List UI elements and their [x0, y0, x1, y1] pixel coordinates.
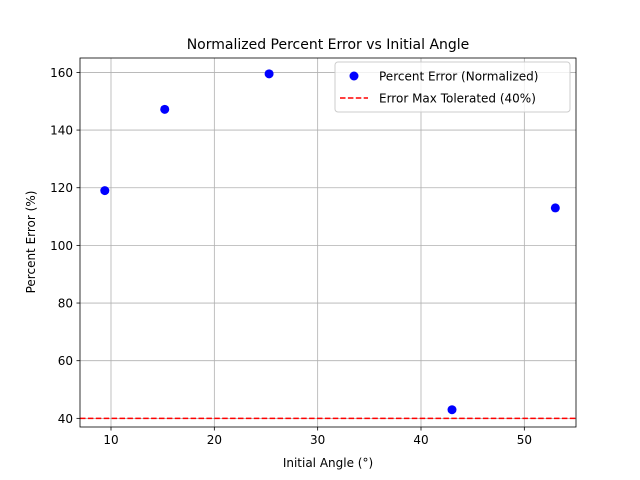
y-tick-label: 80	[58, 297, 73, 311]
data-point	[447, 405, 457, 415]
axis-ticks: 10 20 30 40 50 40 60 80 100 120 140 160	[50, 66, 532, 447]
y-tick-label: 100	[50, 239, 73, 253]
data-point	[100, 186, 110, 196]
y-axis-label: Percent Error (%)	[24, 191, 38, 294]
legend: Percent Error (Normalized) Error Max Tol…	[334, 61, 571, 113]
x-tick-label: 50	[517, 433, 532, 447]
x-tick-label: 40	[413, 433, 428, 447]
y-tick-label: 140	[50, 124, 73, 138]
data-point	[550, 203, 560, 213]
grid	[80, 58, 576, 427]
y-tick-label: 60	[58, 354, 73, 368]
legend-marker-percent-error	[349, 71, 359, 81]
x-axis-label: Initial Angle (°)	[283, 456, 373, 470]
y-tick-label: 160	[50, 66, 73, 80]
legend-label-error-max: Error Max Tolerated (40%)	[379, 92, 536, 106]
legend-box	[334, 61, 571, 113]
plot-data	[80, 69, 576, 420]
data-point	[264, 69, 274, 79]
y-tick-label: 120	[50, 181, 73, 195]
x-tick-label: 30	[310, 433, 325, 447]
x-tick-label: 20	[207, 433, 222, 447]
x-tick-label: 10	[103, 433, 118, 447]
y-tick-label: 40	[58, 412, 73, 426]
chart-title: Normalized Percent Error vs Initial Angl…	[187, 37, 470, 53]
legend-label-percent-error: Percent Error (Normalized)	[379, 70, 538, 84]
data-point	[160, 104, 170, 114]
plot-area-frame	[79, 57, 577, 428]
